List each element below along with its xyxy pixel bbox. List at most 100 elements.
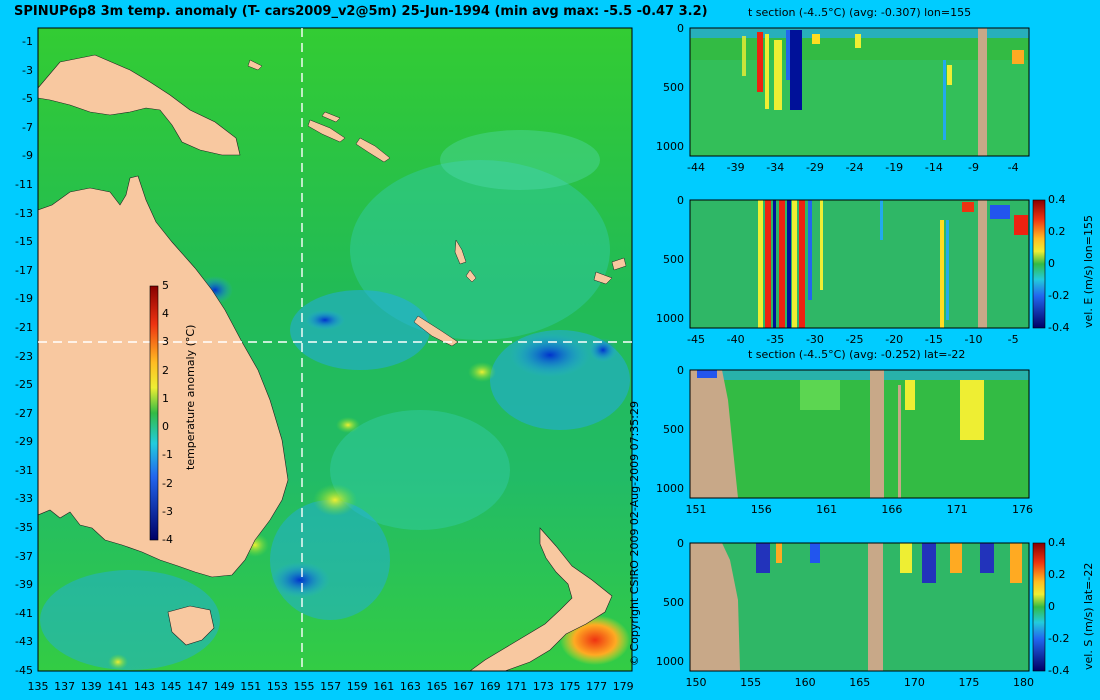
panel-4-x-tick: 165 — [849, 676, 871, 689]
lon-tick: 165 — [426, 680, 448, 693]
lat-tick: -11 — [15, 177, 33, 191]
land-new-zealand — [469, 527, 613, 671]
panel-4-x-tick: 175 — [958, 676, 980, 689]
lon-tick: 167 — [453, 680, 475, 693]
panel-4-x-tick: 155 — [740, 676, 762, 689]
panel-2-colorbar-tick: 0.2 — [1048, 225, 1066, 238]
lon-tick: 153 — [266, 680, 288, 693]
lat-tick: -17 — [15, 263, 33, 277]
lon-tick: 159 — [346, 680, 368, 693]
panel-1-title: t section (-4..5°C) (avg: -0.307) lon=15… — [748, 6, 972, 19]
panel-2-colorbar-tick: 0 — [1048, 257, 1055, 270]
lon-tick: 171 — [506, 680, 528, 693]
lat-tick: -15 — [15, 235, 33, 249]
plot-title: SPINUP6p8 3m temp. anomaly (T- cars2009_… — [14, 4, 708, 19]
panel-2-colorbar-label: vel. E (m/s) lon=155 — [1082, 215, 1095, 328]
panel-4-y-tick: 0 — [677, 537, 684, 550]
panel-3-x-tick: 156 — [750, 503, 772, 516]
panel-1-x-tick: -44 — [687, 161, 705, 174]
lon-tick: 173 — [532, 680, 554, 693]
panel-2-colorbar-tick: -0.2 — [1048, 289, 1070, 302]
lon-tick: 169 — [479, 680, 501, 693]
panel-2-y-tick: 500 — [663, 253, 684, 266]
panel-1-x-tick: -9 — [968, 161, 979, 174]
lon-tick: 141 — [107, 680, 129, 693]
colorbar-tick: 2 — [162, 363, 169, 377]
panel-2-y-tick: 1000 — [656, 312, 684, 325]
land-tasmania — [167, 605, 215, 646]
lon-tick: 145 — [160, 680, 182, 693]
lon-tick: 151 — [240, 680, 262, 693]
panel-2-x-tick: -20 — [885, 333, 904, 346]
panel-2-x-tick: -30 — [805, 333, 824, 346]
land-new-caledonia — [413, 315, 459, 347]
lat-tick: -41 — [15, 606, 33, 620]
panel-1-x-tick: -24 — [845, 161, 864, 174]
lat-tick: -3 — [22, 63, 33, 77]
panel-2-colorbar-tick: 0.4 — [1048, 193, 1066, 206]
panel-4-colorbar-tick: 0 — [1048, 600, 1055, 613]
lon-tick: 143 — [133, 680, 155, 693]
panel-3-title: t section (-4..5°C) (avg: -0.252) lat=-2… — [748, 348, 966, 361]
panel-4-x-tick: 150 — [685, 676, 707, 689]
colorbar-tick: 1 — [162, 391, 169, 405]
panel-1-x-tick: -34 — [766, 161, 785, 174]
lon-tick: 155 — [293, 680, 315, 693]
panel-1-x-tick: -29 — [805, 161, 824, 174]
panel-3-x-tick: 176 — [1011, 503, 1033, 516]
panel-4-colorbar-tick: 0.4 — [1048, 536, 1066, 549]
panel-4-colorbar-label: vel. S (m/s) lat=-22 — [1082, 562, 1095, 670]
lat-tick: -29 — [15, 435, 33, 449]
lat-tick: -23 — [15, 349, 33, 363]
colorbar-tick: -3 — [162, 504, 173, 518]
panel-1-y-tick: 500 — [663, 81, 684, 94]
lat-tick: -27 — [15, 406, 33, 420]
lat-tick: -13 — [15, 206, 33, 220]
panel-3-x-tick: 166 — [881, 503, 903, 516]
lon-tick: 139 — [80, 680, 102, 693]
panel-1-y-tick: 0 — [677, 22, 684, 35]
lon-tick: 179 — [612, 680, 634, 693]
panel-2-x-tick: -25 — [845, 333, 864, 346]
lon-tick: 161 — [373, 680, 395, 693]
map-colorbar — [149, 285, 159, 541]
copyright-text: © Copyright CSIRO 2009 02-Aug-2009 07:35… — [628, 400, 641, 666]
section-panel-1 — [689, 27, 1030, 157]
lon-tick: 147 — [187, 680, 209, 693]
lat-tick: -33 — [15, 492, 33, 506]
panel-3-y-tick: 1000 — [656, 482, 684, 495]
panel-4-x-tick: 170 — [903, 676, 925, 689]
panel-2-y-tick: 0 — [677, 194, 684, 207]
panel-2-x-tick: -15 — [924, 333, 943, 346]
lat-tick: -37 — [15, 549, 33, 563]
panel-4-x-tick: 180 — [1013, 676, 1035, 689]
lon-tick: 175 — [559, 680, 581, 693]
colorbar-tick: 4 — [162, 307, 169, 321]
lon-tick: 163 — [399, 680, 421, 693]
lat-tick: -9 — [22, 149, 33, 163]
colorbar-tick: -4 — [162, 533, 173, 546]
panel-3-y-tick: 0 — [677, 364, 684, 377]
lat-tick: -35 — [15, 521, 33, 535]
section-panel-3 — [689, 369, 1030, 499]
colorbar-tick: 3 — [162, 335, 169, 349]
colorbar-tick: -1 — [162, 448, 173, 462]
lat-tick: -19 — [15, 292, 33, 306]
panel-4-colorbar-tick: -0.2 — [1048, 632, 1070, 645]
panel-4-colorbar-tick: 0.2 — [1048, 568, 1066, 581]
panel-2-x-tick: -35 — [766, 333, 785, 346]
colorbar-tick: 0 — [162, 420, 169, 434]
panel-3-x-tick: 171 — [946, 503, 968, 516]
lon-tick: 157 — [320, 680, 342, 693]
panel-3-y-tick: 500 — [663, 423, 684, 436]
panel-3-x-tick: 151 — [685, 503, 707, 516]
panel-2-colorbar-tick: -0.4 — [1048, 321, 1070, 334]
lon-tick: 137 — [54, 680, 76, 693]
panel-3-x-tick: 161 — [816, 503, 838, 516]
panel-2-x-tick: -40 — [726, 333, 745, 346]
lat-tick: -43 — [15, 635, 33, 649]
panel-2-x-tick: -45 — [687, 333, 705, 346]
panel-2-x-tick: -10 — [964, 333, 983, 346]
